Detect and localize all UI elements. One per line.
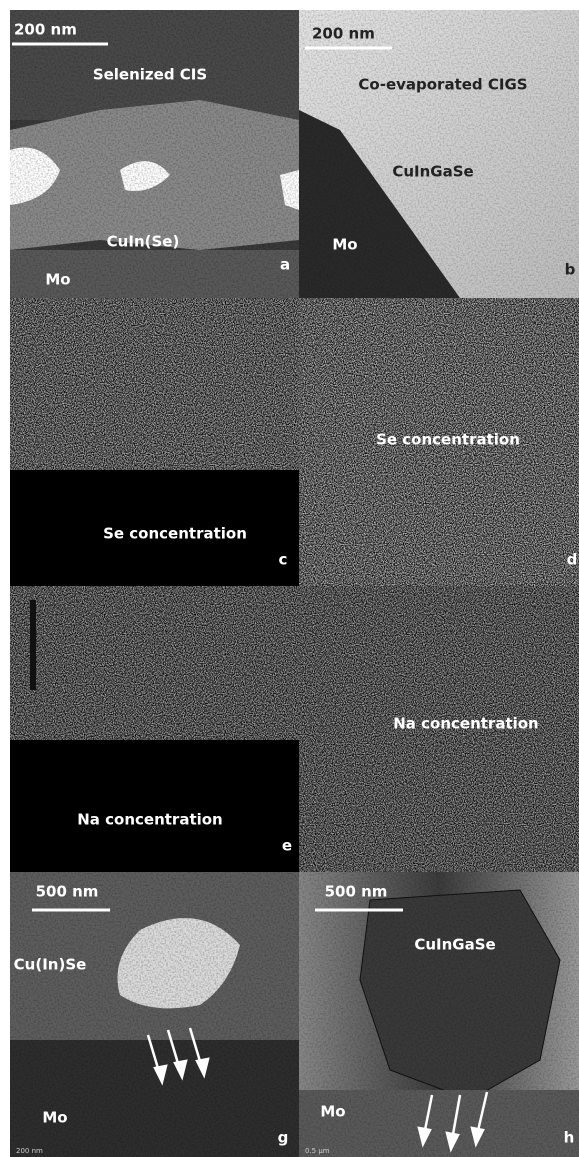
footer-scale: 200 nm [16, 1147, 43, 1155]
label: Se concentration [103, 525, 247, 543]
label: Mo [45, 271, 70, 289]
scale-bar-label: 500 nm [325, 883, 388, 901]
panel-g: 500 nm Cu(In)Se Mo g 200 nm [10, 872, 299, 1157]
label: Cu(In)Se [14, 956, 87, 974]
footer-scale: 0.5 µm [305, 1147, 330, 1155]
label: CuInGaSe [392, 163, 473, 181]
panel-d: Se concentration d [299, 298, 579, 586]
label: CuIn(Se) [107, 233, 180, 251]
panel-f: Na concentration [299, 586, 579, 872]
scale-bar-label: 200 nm [14, 21, 77, 39]
panel-h: 500 nm CuInGaSe Mo h 0.5 µm [299, 872, 579, 1157]
label: Se concentration [376, 431, 520, 449]
label: Selenized CIS [93, 66, 207, 84]
label: Na concentration [77, 811, 223, 829]
panel-e: Na concentration e [10, 586, 299, 872]
panel-letter: g [278, 1129, 289, 1147]
label: Mo [42, 1109, 67, 1127]
panel-c: Se concentration c [10, 298, 299, 586]
label: Mo [332, 236, 357, 254]
label: Mo [320, 1103, 345, 1121]
panel-letter: b [565, 261, 576, 279]
figure: 200 nm Selenized CIS CuIn(Se) Mo a 200 n… [0, 0, 579, 1157]
panel-letter: h [564, 1129, 575, 1147]
panel-letter: a [280, 256, 290, 274]
panel-letter: c [279, 551, 288, 569]
panel-letter: e [282, 837, 292, 855]
panel-b: 200 nm Co-evaporated CIGS CuInGaSe Mo b [299, 10, 579, 298]
label: Na concentration [393, 715, 539, 733]
panel-a: 200 nm Selenized CIS CuIn(Se) Mo a [10, 10, 299, 298]
scale-bar-label: 500 nm [36, 883, 99, 901]
scale-bar-label: 200 nm [312, 25, 375, 43]
label: Co-evaporated CIGS [358, 76, 527, 94]
label: CuInGaSe [414, 936, 495, 954]
panel-letter: d [567, 551, 578, 569]
